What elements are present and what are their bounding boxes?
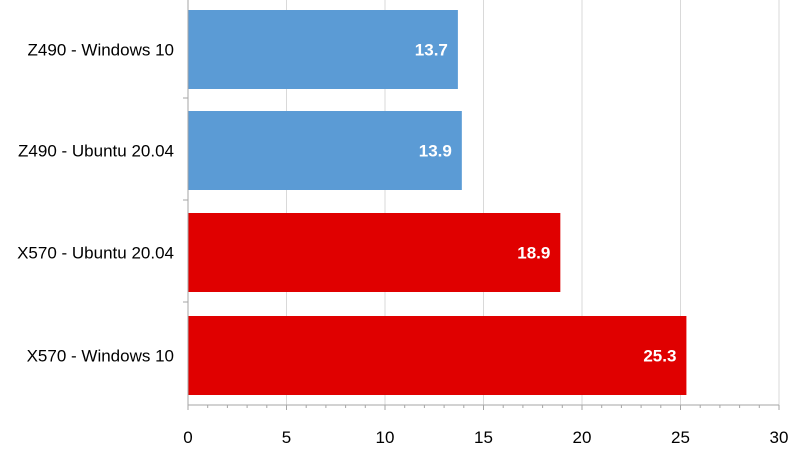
x-tick-label: 5 xyxy=(282,428,291,447)
category-label: Z490 - Ubuntu 20.04 xyxy=(18,142,174,161)
x-tick-label: 10 xyxy=(376,428,395,447)
data-label: 25.3 xyxy=(643,347,676,366)
data-label: 13.9 xyxy=(419,142,452,161)
data-label: 13.7 xyxy=(415,41,448,60)
bar xyxy=(188,213,561,292)
category-label: X570 - Ubuntu 20.04 xyxy=(17,244,174,263)
data-label: 18.9 xyxy=(517,244,550,263)
bar xyxy=(188,316,687,395)
x-tick-label: 20 xyxy=(573,428,592,447)
bar xyxy=(188,10,458,89)
x-tick-label: 25 xyxy=(671,428,690,447)
x-tick-label: 15 xyxy=(474,428,493,447)
x-tick-label: 0 xyxy=(183,428,192,447)
x-tick-label: 30 xyxy=(770,428,789,447)
bar xyxy=(188,111,462,190)
category-label: Z490 - Windows 10 xyxy=(28,41,174,60)
category-label: X570 - Windows 10 xyxy=(27,347,174,366)
